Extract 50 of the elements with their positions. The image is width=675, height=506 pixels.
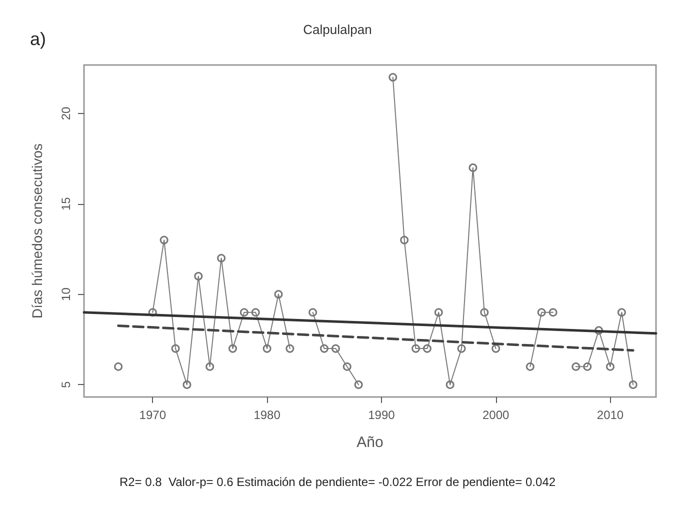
point	[457, 344, 466, 353]
y-tick-label: 10	[59, 287, 73, 301]
point	[354, 380, 363, 389]
point	[217, 254, 226, 262]
point	[492, 344, 500, 353]
point	[228, 344, 237, 353]
point	[617, 308, 626, 317]
point	[446, 380, 454, 389]
point	[148, 308, 157, 317]
point	[286, 344, 294, 353]
y-tick-label: 15	[59, 196, 73, 211]
x-tick-label: 2000	[482, 408, 510, 422]
point	[434, 308, 443, 317]
chart-title: Calpulalpan	[303, 22, 372, 37]
point	[422, 344, 432, 353]
y-tick-label: 20	[59, 106, 73, 120]
point	[160, 236, 168, 244]
point	[308, 308, 318, 317]
x-axis-title: Año	[356, 434, 384, 451]
point	[468, 163, 478, 172]
point	[480, 308, 489, 317]
point	[388, 73, 398, 82]
point	[572, 362, 580, 371]
point	[262, 344, 272, 353]
x-tick-label: 2010	[596, 408, 624, 422]
point	[171, 344, 180, 353]
point	[194, 272, 203, 280]
point	[206, 362, 214, 371]
point	[400, 236, 409, 244]
x-tick-label: 1980	[254, 408, 281, 422]
point	[320, 344, 328, 353]
point	[251, 308, 260, 317]
point	[537, 308, 546, 317]
point	[583, 362, 592, 371]
point	[594, 326, 604, 335]
y-tick-label: 5	[59, 381, 73, 388]
y-axis-title: Días húmedos consecutivos	[29, 143, 45, 319]
point	[342, 362, 352, 371]
point	[274, 290, 283, 299]
point	[240, 308, 248, 317]
point	[182, 380, 192, 389]
point	[548, 308, 558, 317]
x-tick-label: 1970	[139, 408, 166, 422]
text: R2= 0.8 Valor-p= 0.6 Estimación de pendiente= -0.022 Error de pendiente= 0.042	[119, 475, 556, 489]
point	[606, 362, 614, 371]
point	[412, 344, 420, 353]
point	[526, 362, 534, 371]
text: a)	[30, 29, 46, 49]
x-tick-label: 1990	[368, 408, 396, 422]
point	[331, 344, 340, 353]
